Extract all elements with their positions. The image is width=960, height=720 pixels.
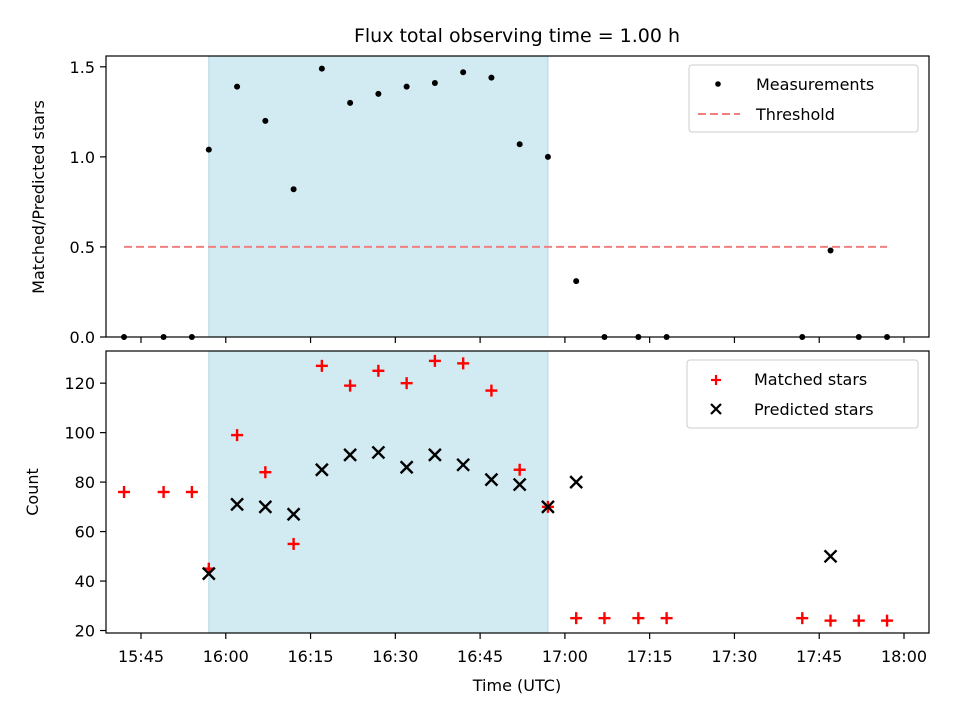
measurement-point (318, 65, 325, 72)
matched-stars-point (157, 486, 170, 498)
predicted-stars-point (258, 499, 273, 514)
x-tick-label: 17:00 (542, 647, 588, 666)
x-tick-label: 16:30 (372, 647, 418, 666)
measurement-point (205, 146, 212, 153)
matched-stars-legend-label: Matched stars (754, 370, 867, 389)
measurement-point (827, 247, 834, 254)
matched-stars-point (598, 612, 611, 625)
matched-stars-point (632, 612, 645, 625)
bottom-legend-box (686, 359, 919, 429)
measurement-point (234, 83, 241, 90)
measurement-point (488, 74, 495, 81)
matched-stars-legend-marker (711, 375, 721, 385)
measurement-point (544, 153, 551, 160)
matched-stars-point (185, 486, 198, 498)
matched-stars-point (485, 384, 498, 397)
top-legend-box (688, 64, 919, 133)
bottom-y-tick-label: 60 (75, 523, 95, 542)
matched-stars-point (287, 537, 300, 550)
matched-stars-point (513, 463, 526, 476)
bottom-observing-interval-band (208, 350, 549, 634)
predicted-stars-point (230, 497, 244, 512)
top-plot-area: 0.0 0.5 1.0 1.5 (70, 55, 905, 347)
predicted-stars-point (512, 477, 527, 492)
top-y-tick-label: 0.5 (70, 238, 95, 257)
predicted-stars-point (823, 549, 838, 564)
predicted-stars-point (286, 507, 301, 522)
x-tick-label: 18:00 (881, 647, 927, 666)
bottom-y-axis-label: Count (23, 468, 42, 516)
matched-stars-point (796, 612, 809, 625)
threshold-legend-label: Threshold (755, 105, 835, 124)
measurement-point (347, 99, 354, 106)
bottom-y-tick-label: 120 (64, 374, 95, 393)
measurement-point (290, 186, 297, 193)
x-tick-label: 15:45 (118, 647, 164, 666)
predicted-stars-point (484, 472, 499, 487)
bottom-panel: 20 40 60 80 100 120 Count Matched stars Predi… (23, 350, 930, 641)
predicted-stars-point (201, 566, 216, 581)
predicted-stars-point (456, 457, 471, 472)
top-plot-frame (105, 55, 930, 338)
matched-stars-point (570, 612, 583, 625)
bottom-legend: Matched stars Predicted stars (686, 359, 919, 429)
x-tick-label: 17:15 (627, 647, 673, 666)
matched-stars-point (231, 429, 244, 442)
top-y-tick-label: 1.0 (70, 148, 95, 167)
bottom-y-tick-label: 100 (64, 424, 95, 443)
matched-stars-point (881, 614, 894, 627)
bottom-y-tick-label: 20 (75, 622, 95, 641)
predicted-stars-point (399, 460, 414, 475)
x-tick-label: 17:45 (796, 647, 842, 666)
measurement-point (375, 90, 382, 97)
matched-stars-point (852, 614, 865, 627)
predicted-stars-legend-marker (710, 403, 722, 415)
top-observing-interval-band (208, 55, 549, 338)
matched-stars-point (457, 357, 470, 370)
x-tick-label: 16:00 (203, 647, 249, 666)
matched-stars-point (372, 364, 385, 377)
bottom-y-tick-label: 40 (75, 572, 95, 591)
top-panel: 0.0 0.5 1.0 1.5 Matched/Predicted stars Mea… (29, 55, 930, 347)
bottom-y-tick-label: 80 (75, 473, 95, 492)
predicted-stars-point (428, 448, 442, 462)
chart-title: Flux total observing time = 1.00 h (354, 25, 680, 47)
x-axis: 15:45 16:00 16:15 16:30 16:45 17:00 17:15 17:30… (118, 647, 927, 666)
measurements-legend-label: Measurements (756, 75, 874, 94)
top-y-tick-label: 0.0 (70, 328, 95, 347)
x-axis-label: Time (UTC) (472, 676, 561, 695)
measurement-point (573, 278, 580, 285)
top-legend: Measurements Threshold (688, 64, 919, 133)
matched-stars-point (428, 354, 441, 367)
bottom-plot-frame (105, 350, 930, 634)
matched-stars-point (400, 377, 413, 390)
matched-stars-point (118, 486, 131, 498)
matched-stars-point (660, 612, 673, 625)
bottom-plot-area: 20 40 60 80 100 120 (64, 350, 905, 641)
predicted-stars-point (569, 475, 584, 489)
matched-stars-point (344, 379, 357, 392)
measurement-point (262, 117, 269, 124)
measurement-point (403, 83, 410, 90)
top-y-axis-label: Matched/Predicted stars (29, 100, 48, 294)
measurement-point (516, 141, 523, 148)
predicted-stars-point (315, 462, 329, 477)
measurement-point (460, 69, 467, 76)
predicted-stars-point (371, 445, 386, 460)
top-y-tick-label: 1.5 (70, 58, 95, 77)
predicted-stars-point (541, 499, 555, 514)
measurement-point (431, 80, 438, 87)
predicted-stars-point (343, 448, 357, 462)
predicted-stars-legend-label: Predicted stars (754, 400, 874, 419)
x-tick-label: 16:45 (457, 647, 503, 666)
matched-stars-point (315, 359, 328, 372)
x-tick-label: 17:30 (711, 647, 757, 666)
matched-stars-point (259, 466, 272, 479)
x-tick-label: 16:15 (288, 647, 334, 666)
matched-stars-point (824, 614, 837, 627)
measurements-legend-marker (715, 81, 721, 87)
